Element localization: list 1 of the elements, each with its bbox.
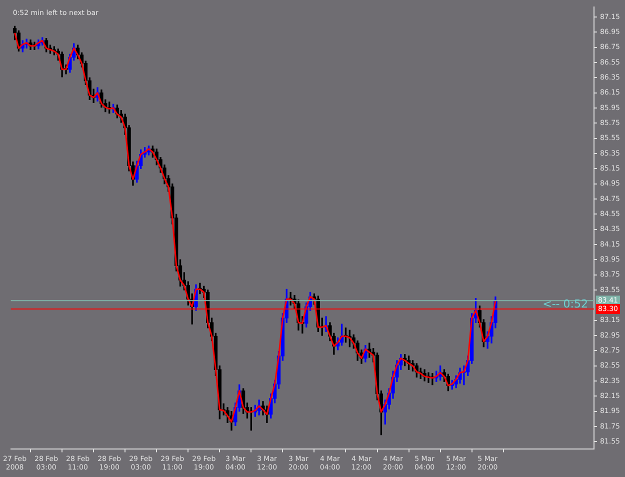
annotation: <-- 0:52 [542, 297, 588, 310]
